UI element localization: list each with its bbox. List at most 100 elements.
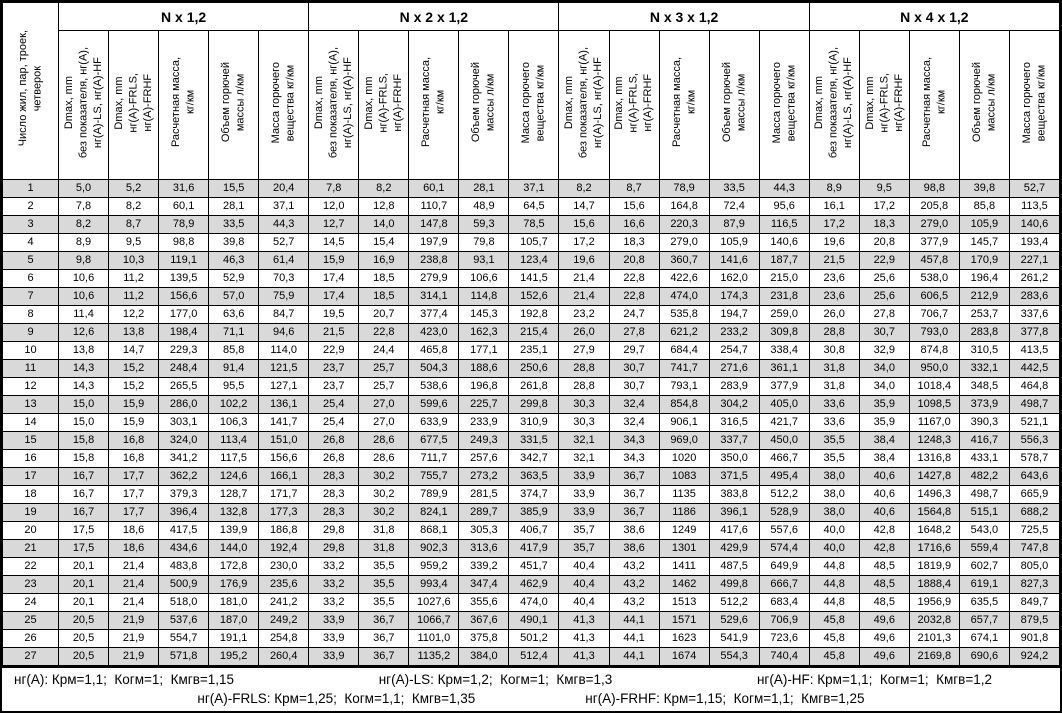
data-cell: 331,5	[508, 431, 560, 450]
column-header: Расчетная масса, кг/км	[908, 30, 960, 180]
footnote-ng-a-frhf: нг(А)-FRHF: Крм=1,15; Когм=1,1; Кмгв=1,2…	[585, 691, 865, 706]
data-cell: 23,6	[808, 269, 860, 288]
data-cell: 16,8	[108, 449, 160, 468]
data-cell: 457,8	[908, 251, 960, 270]
data-cell: 1020	[658, 449, 710, 468]
data-cell: 36,7	[608, 503, 660, 522]
data-cell: 85,8	[958, 197, 1010, 216]
row-number: 3	[2, 215, 59, 234]
data-cell: 993,4	[408, 575, 460, 594]
data-cell: 554,7	[158, 629, 210, 648]
data-cell: 421,7	[758, 413, 810, 432]
data-cell: 557,6	[758, 521, 810, 540]
table-row: 4 8,9 9,5 98,8 39,8 52,7 14,5 15,4 197,9 79,8 105,…	[2, 233, 1061, 252]
column-header-label: Расчетная масса, кг/км	[170, 57, 197, 148]
data-cell: 17,2	[858, 197, 910, 216]
data-cell: 28,3	[308, 503, 360, 522]
data-cell: 1819,9	[908, 557, 960, 576]
data-cell: 145,3	[458, 305, 510, 324]
column-header: Объем горючей массы л/км	[458, 30, 510, 180]
data-cell: 25,6	[858, 287, 910, 306]
data-cell: 451,7	[508, 557, 560, 576]
row-number: 16	[2, 449, 59, 468]
data-cell: 666,7	[758, 575, 810, 594]
data-cell: 205,8	[908, 197, 960, 216]
footnote-ng-a-ls: нг(А)-LS: Крм=1,2; Когм=1; Кмгв=1,3	[378, 672, 613, 687]
data-cell: 187,7	[758, 251, 810, 270]
data-cell: 279,0	[908, 215, 960, 234]
data-cell: 194,7	[708, 305, 760, 324]
data-cell: 60,1	[158, 197, 210, 216]
data-cell: 147,8	[408, 215, 460, 234]
data-cell: 541,9	[708, 629, 760, 648]
data-cell: 31,8	[808, 377, 860, 396]
data-cell: 44,8	[808, 593, 860, 612]
data-cell: 98,8	[158, 233, 210, 252]
data-cell: 192,4	[258, 539, 310, 558]
data-cell: 2169,8	[908, 647, 960, 666]
data-cell: 1018,4	[908, 377, 960, 396]
data-cell: 466,7	[758, 449, 810, 468]
data-cell: 462,9	[508, 575, 560, 594]
data-cell: 233,2	[708, 323, 760, 342]
data-cell: 310,5	[958, 341, 1010, 360]
footnote-ng-a: нг(А): Крм=1,1; Когм=1; Кмгв=1,15	[14, 672, 235, 687]
table-row: 6 10,6 11,2 139,5 52,9 70,3 17,4 18,5 279,9 106,6…	[2, 269, 1061, 288]
data-cell: 350,0	[708, 449, 760, 468]
column-header: Масса горючего вещества кг/км	[258, 30, 310, 180]
data-cell: 9,5	[858, 179, 910, 198]
data-cell: 30,3	[558, 395, 610, 414]
data-cell: 43,2	[608, 575, 660, 594]
table-row: 2 7,8 8,2 60,1 28,1 37,1 12,0 12,8 110,7 48,9 64,5…	[2, 197, 1061, 216]
table-body: 1 5,0 5,2 31,6 15,5 20,4 7,8 8,2 60,1 28,1 37,1 8,2…	[2, 179, 1061, 666]
data-cell: 1066,7	[408, 611, 460, 630]
row-number: 24	[2, 593, 59, 612]
data-cell: 606,5	[908, 287, 960, 306]
row-number: 21	[2, 539, 59, 558]
data-cell: 363,5	[508, 467, 560, 486]
data-cell: 490,1	[508, 611, 560, 630]
data-cell: 215,0	[758, 269, 810, 288]
data-cell: 27,9	[558, 341, 610, 360]
data-cell: 20,1	[57, 557, 110, 576]
data-cell: 684,4	[658, 341, 710, 360]
data-cell: 193,4	[1008, 233, 1061, 252]
data-cell: 114,0	[258, 341, 310, 360]
data-cell: 106,3	[208, 413, 260, 432]
data-cell: 174,3	[708, 287, 760, 306]
data-cell: 665,9	[1008, 485, 1061, 504]
data-cell: 102,2	[208, 395, 260, 414]
data-cell: 42,8	[858, 521, 910, 540]
data-cell: 969,0	[658, 431, 710, 450]
data-cell: 261,8	[508, 377, 560, 396]
data-cell: 85,8	[208, 341, 260, 360]
data-cell: 8,2	[57, 215, 110, 234]
data-cell: 9,5	[108, 233, 160, 252]
data-cell: 379,3	[158, 485, 210, 504]
column-header-row: Dmax, mm без показателя, нг(А), нг(А)-LS…	[3, 30, 1061, 180]
data-cell: 286,0	[158, 395, 210, 414]
data-cell: 38,0	[808, 467, 860, 486]
table-row: 15 15,8 16,8 324,0 113,4 151,0 26,8 28,6 677,5 24…	[2, 431, 1061, 450]
data-cell: 91,4	[208, 359, 260, 378]
table-row: 14 15,0 15,9 303,1 106,3 141,7 25,4 27,0 633,9 23…	[2, 413, 1061, 432]
data-cell: 515,1	[958, 503, 1010, 522]
row-number: 6	[2, 269, 59, 288]
table-row: 20 17,5 18,6 417,5 139,9 186,8 29,8 31,8 868,1 30…	[2, 521, 1061, 540]
data-cell: 1716,6	[908, 539, 960, 558]
data-cell: 26,8	[308, 449, 360, 468]
column-header-label: Dmax, mm без показателя, нг(А), нг(А)-LS…	[312, 46, 355, 159]
data-cell: 2101,3	[908, 629, 960, 648]
data-cell: 25,7	[358, 377, 410, 396]
data-cell: 198,4	[158, 323, 210, 342]
data-cell: 48,5	[858, 575, 910, 594]
data-cell: 465,8	[408, 341, 460, 360]
data-cell: 554,3	[708, 647, 760, 666]
data-cell: 316,5	[708, 413, 760, 432]
data-cell: 578,7	[1008, 449, 1061, 468]
data-cell: 433,1	[958, 449, 1010, 468]
column-header: Объем горючей массы л/км	[708, 30, 760, 180]
data-cell: 20,1	[57, 593, 110, 612]
row-number: 19	[2, 503, 59, 522]
